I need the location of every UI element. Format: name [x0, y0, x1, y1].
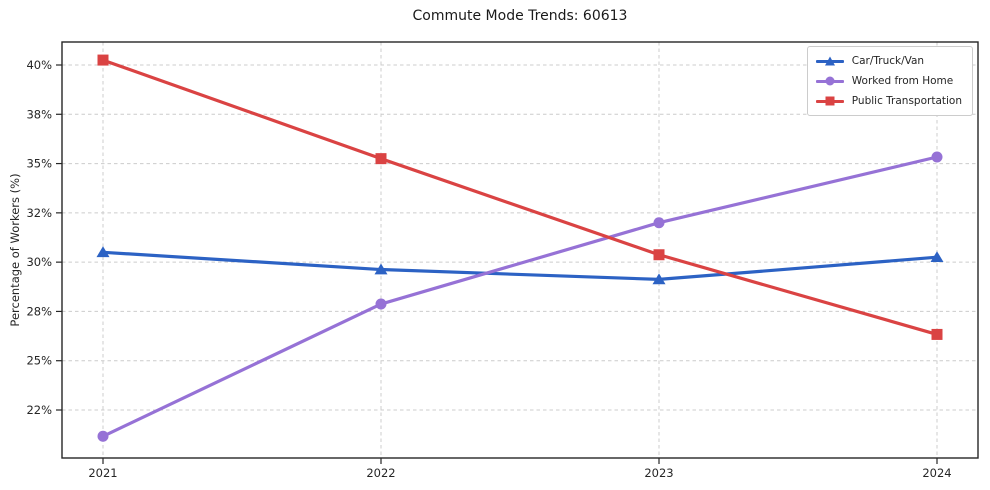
- legend-label: Worked from Home: [851, 75, 954, 87]
- x-tick-label: 2023: [644, 466, 673, 480]
- data-point-square: [931, 328, 943, 340]
- data-point-square: [653, 249, 665, 261]
- legend-item: Car/Truck/Van: [815, 52, 962, 70]
- data-point-circle: [653, 217, 665, 229]
- y-tick-label: 32%: [26, 206, 52, 220]
- series-line-circle: [101, 155, 939, 438]
- legend-item: Public Transportation: [815, 92, 962, 110]
- legend: Car/Truck/Van Worked from Home Public Tran…: [806, 46, 973, 116]
- y-tick-label: 40%: [26, 58, 52, 72]
- plot-border: [61, 41, 979, 459]
- y-tick-label: 28%: [26, 304, 52, 318]
- data-point-circle: [375, 298, 387, 310]
- y-tick-label: 30%: [26, 255, 52, 269]
- series-line-square: [101, 58, 939, 337]
- chart-title: Commute Mode Trends: 60613: [412, 8, 628, 24]
- x-tick-label: 2022: [366, 466, 395, 480]
- data-point-square: [375, 153, 387, 165]
- y-tick-label: 35%: [26, 157, 52, 171]
- y-tick-label: 25%: [26, 354, 52, 368]
- x-tick-label: 2024: [922, 466, 951, 480]
- legend-item: Worked from Home: [815, 72, 962, 90]
- y-tick-label: 22%: [26, 403, 52, 417]
- data-point-square: [97, 54, 109, 66]
- legend-label: Public Transportation: [851, 95, 962, 107]
- legend-marker-triangle-icon: [815, 55, 844, 67]
- data-point-circle: [97, 430, 109, 442]
- legend-marker-square-icon: [815, 95, 844, 107]
- data-point-triangle: [374, 263, 388, 275]
- data-point-triangle: [652, 273, 666, 285]
- legend-label: Car/Truck/Van: [851, 55, 925, 67]
- data-point-triangle: [930, 251, 944, 263]
- legend-marker-circle-icon: [815, 75, 844, 87]
- x-tick-label: 2021: [88, 466, 117, 480]
- series-line-triangle: [101, 250, 939, 281]
- data-point-triangle: [96, 246, 110, 258]
- y-tick-label: 38%: [26, 107, 52, 121]
- data-point-circle: [931, 151, 943, 163]
